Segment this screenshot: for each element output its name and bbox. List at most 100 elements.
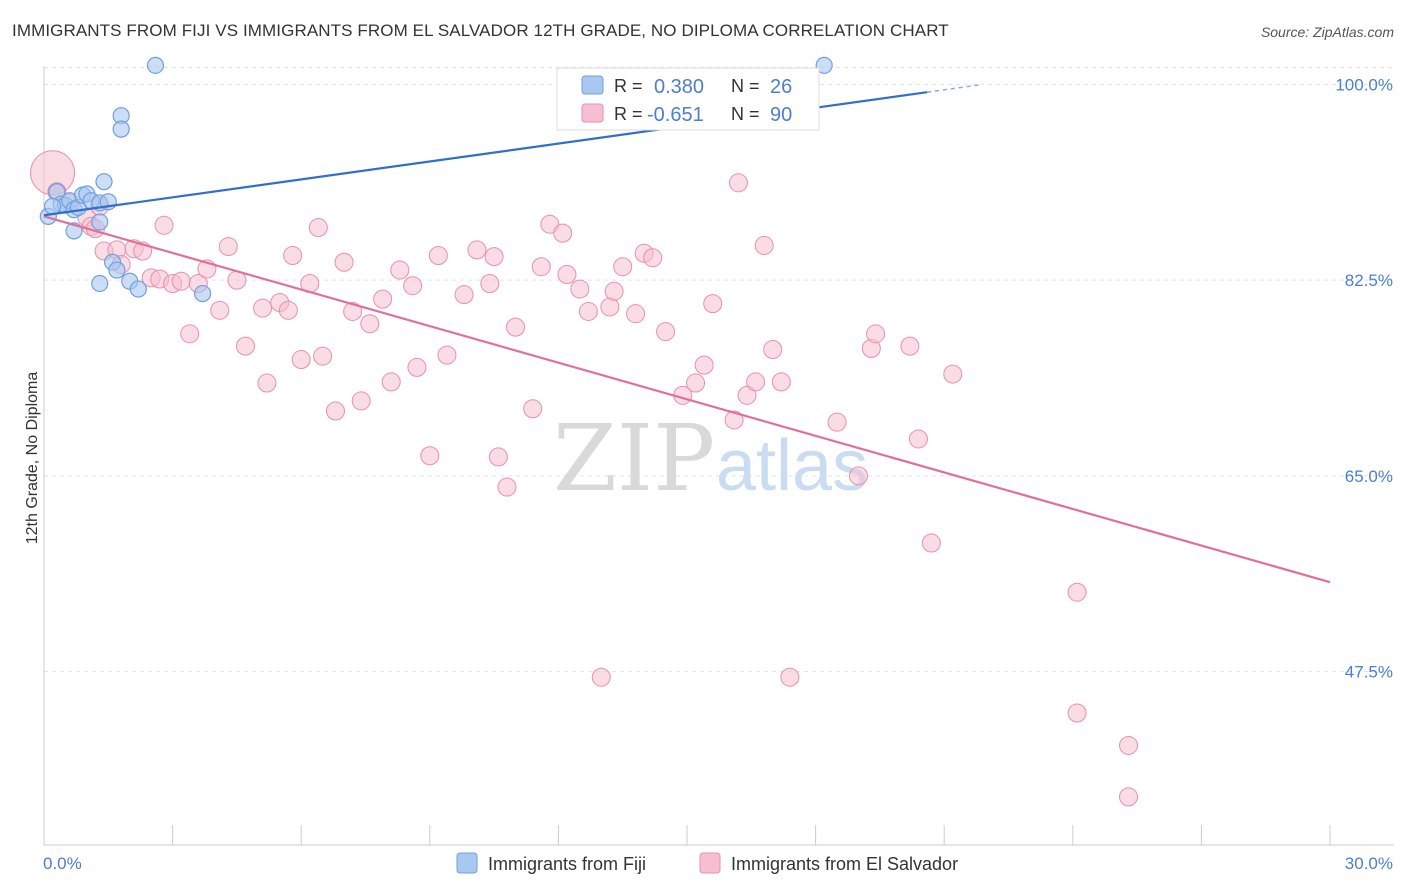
salvador-point xyxy=(600,297,620,317)
salvador-point xyxy=(351,391,371,411)
salvador-point xyxy=(428,246,448,266)
salvador-point xyxy=(943,364,963,384)
salvador-point xyxy=(171,271,191,291)
fiji-point xyxy=(146,56,165,74)
legend-label-salvador: Immigrants from El Salvador xyxy=(731,854,958,874)
fiji-point xyxy=(91,274,109,293)
salvador-point xyxy=(827,412,847,432)
salvador-point xyxy=(180,324,200,344)
watermark: ZIP atlas xyxy=(553,405,868,512)
salvador-point xyxy=(480,273,500,293)
salvador-point xyxy=(506,317,526,337)
salvador-point xyxy=(437,345,457,365)
salvador-point xyxy=(253,298,273,318)
salvador-point xyxy=(218,237,238,257)
salvador-point xyxy=(1067,582,1087,602)
chart-title: IMMIGRANTS FROM FIJI VS IMMIGRANTS FROM … xyxy=(12,21,949,40)
fiji-point xyxy=(108,261,126,279)
stats-swatch-salvador xyxy=(581,103,604,123)
salvador-point xyxy=(763,339,783,359)
salvador-point xyxy=(325,401,345,421)
grid-lines xyxy=(44,66,1394,673)
salvador-point xyxy=(381,372,401,392)
stats-n-value-fiji: 26 xyxy=(770,76,792,98)
salvador-point xyxy=(334,252,354,272)
salvador-point xyxy=(724,410,744,430)
salvador-point xyxy=(604,281,624,301)
salvador-point xyxy=(908,429,928,449)
salvador-point xyxy=(771,372,791,392)
salvador-point xyxy=(291,350,311,370)
salvador-point xyxy=(308,218,328,238)
salvador-point xyxy=(1119,735,1139,755)
salvador-point xyxy=(467,240,487,260)
salvador-point xyxy=(484,247,504,267)
salvador-point xyxy=(360,314,380,334)
salvador-point xyxy=(407,357,427,377)
fiji-trend-extension xyxy=(926,84,979,93)
salvador-point xyxy=(613,257,633,277)
salvador-point xyxy=(703,294,723,314)
stats-n-label-fiji: N = xyxy=(731,76,760,96)
fiji-point xyxy=(95,173,113,191)
salvador-point xyxy=(1119,787,1139,807)
salvador-point xyxy=(746,372,766,392)
fiji-point xyxy=(112,120,130,138)
salvador-point xyxy=(235,336,255,356)
salvador-point xyxy=(591,667,611,687)
salvador-point xyxy=(257,373,277,393)
salvador-point xyxy=(557,265,577,285)
salvador-point xyxy=(921,533,941,553)
salvador-point xyxy=(390,260,410,280)
salvador-point xyxy=(656,322,676,342)
salvador-point xyxy=(523,399,543,419)
salvador-trend-line xyxy=(43,215,1331,584)
salvador-point xyxy=(780,667,800,687)
stats-n-value-salvador: 90 xyxy=(770,104,792,126)
legend-label-fiji: Immigrants from Fiji xyxy=(488,854,646,874)
salvador-point xyxy=(626,304,646,324)
salvador-point xyxy=(497,477,517,497)
salvador-point xyxy=(488,447,508,467)
stats-box: R = 0.380 N = 26 R = -0.651 N = 90 xyxy=(556,67,820,131)
salvador-point xyxy=(373,289,393,309)
salvador-point xyxy=(313,346,333,366)
watermark-zip: ZIP xyxy=(553,405,715,512)
x-tick-label: 30.0% xyxy=(1345,854,1393,873)
salvador-point xyxy=(553,223,573,243)
salvador-point xyxy=(578,301,598,321)
x-tick-label: 0.0% xyxy=(43,854,82,873)
salvador-point xyxy=(900,336,920,356)
fiji-point xyxy=(43,197,62,215)
salvador-point xyxy=(1067,703,1087,723)
salvador-point xyxy=(343,301,363,321)
axes xyxy=(43,66,1394,846)
salvador-point xyxy=(570,279,590,299)
fiji-point xyxy=(815,56,833,74)
y-tick-label: 82.5% xyxy=(1345,271,1393,290)
legend-swatch-fiji xyxy=(456,852,478,874)
salvador-point xyxy=(154,215,174,235)
legend: Immigrants from Fiji Immigrants from El … xyxy=(456,852,958,874)
salvador-point xyxy=(643,248,663,268)
salvador-point xyxy=(283,246,303,266)
salvador-point xyxy=(420,446,440,466)
salvador-point xyxy=(210,300,230,320)
fiji-point xyxy=(91,213,109,231)
salvador-point xyxy=(754,235,774,255)
salvador-point xyxy=(728,173,748,193)
chart-source: Source: ZipAtlas.com xyxy=(1260,24,1394,40)
salvador-point xyxy=(848,466,868,486)
salvador-point xyxy=(531,257,551,277)
salvador-point xyxy=(454,285,474,305)
salvador-point xyxy=(737,385,757,405)
salvador-point xyxy=(694,355,714,375)
stats-n-label-salvador: N = xyxy=(731,104,760,124)
salvador-point xyxy=(278,300,298,320)
salvador-point xyxy=(403,276,423,296)
salvador-point xyxy=(686,373,706,393)
y-tick-label: 100.0% xyxy=(1335,75,1393,94)
stats-r-value-fiji: 0.380 xyxy=(654,76,704,98)
salvador-point xyxy=(866,324,886,344)
